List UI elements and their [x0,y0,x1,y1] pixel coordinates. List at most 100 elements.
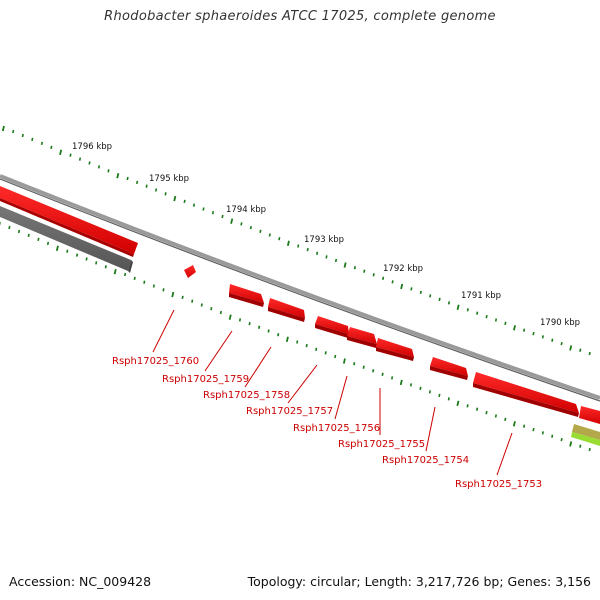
inner-tick-ring [0,222,591,452]
tick-mark [372,369,375,373]
tick-mark [410,287,413,291]
tick-mark [409,383,413,387]
gene-label-1756: Rsph17025_1756 [293,423,380,434]
tick-mark [211,211,215,215]
tick-mark [324,351,327,355]
tick-mark [27,233,30,238]
tick-mark [126,176,129,181]
gene-labels: Rsph17025_1760 Rsph17025_1759 Rsph17025_… [112,356,542,490]
tick-mark [17,229,21,234]
tick-mark [523,424,526,428]
tick-mark [466,308,469,312]
tick-mark [278,237,281,241]
tick-mark [259,229,262,233]
tick-mark [485,410,488,415]
tick-mark [532,331,535,336]
tick-mark [504,321,507,326]
tick-mark [438,393,441,398]
tick-mark [438,297,441,302]
tick-mark [219,310,222,315]
tick-mark [456,400,460,407]
tick-mark [155,188,158,192]
tick-mark [46,241,50,246]
tick-mark [560,341,563,346]
gene-arrows [184,265,600,424]
tick-mark [569,345,573,351]
tick-mark [143,280,146,284]
tick-mark [391,376,394,380]
tick-mark [579,444,582,448]
tick-label-1791: 1791 kbp [461,291,501,301]
tick-mark [447,301,451,305]
tick-mark [238,318,242,322]
tick-mark [286,240,290,247]
tick-mark [124,272,127,277]
tick-mark [200,303,203,307]
tick-label-1793: 1793 kbp [304,235,344,245]
tick-mark [513,325,516,331]
kbp-labels: 1796 kbp 1795 kbp 1794 kbp 1793 kbp 1792… [72,142,580,328]
gene-label-1759: Rsph17025_1759 [162,374,249,385]
feature-green [571,424,600,446]
tick-mark [391,280,394,284]
tick-mark [230,218,234,224]
tick-mark [249,225,252,230]
tick-mark [428,390,431,394]
gene-arrow-1758 [268,298,305,318]
tick-mark [382,276,385,280]
tick-mark [476,407,479,411]
tick-mark [183,199,186,204]
tick-mark [95,261,98,265]
tick-mark [485,314,488,319]
tick-mark [1,125,5,132]
tick-mark [104,265,107,269]
tick-mark [343,262,347,268]
tick-mark [248,321,251,326]
tick-mark [88,161,91,165]
gene-arrow-1753 [473,372,579,413]
tick-mark [297,244,300,248]
tick-mark [75,253,79,257]
tick-mark [334,354,337,359]
tick-mark [456,304,460,311]
tick-mark [66,249,69,253]
tick-mark [40,141,43,146]
tick-mark [494,414,497,418]
tick-mark [381,372,384,376]
tick-mark [560,437,563,442]
tick-mark [419,386,422,391]
tick-mark [59,149,63,156]
tick-mark [353,266,356,270]
genome-title: Rhodobacter sphaeroides ATCC 17025, comp… [104,9,496,24]
tick-mark [55,245,59,252]
tick-mark [97,165,101,169]
outer-tick-ring [1,125,591,356]
tick-mark [8,225,11,230]
gene-arrow-1760 [184,265,196,278]
tick-mark [466,404,469,408]
gene-label-1760: Rsph17025_1760 [112,356,199,367]
tick-mark [363,269,366,273]
tick-mark [494,318,498,322]
tick-label-1795: 1795 kbp [149,174,189,184]
tick-mark [78,157,82,161]
tick-mark [221,214,224,219]
tick-label-1792: 1792 kbp [383,264,423,274]
tick-mark [228,314,232,320]
tick-mark [21,133,24,138]
tick-mark [504,417,507,422]
genome-backbone [0,174,600,400]
tick-mark [277,333,280,337]
tick-mark [285,336,289,343]
tick-mark [191,299,194,303]
gene-arrow-1759 [229,284,264,303]
tick-mark [588,351,591,356]
tick-mark [588,447,591,452]
gene-label-1755: Rsph17025_1755 [338,439,425,450]
tick-mark [316,251,319,255]
tick-mark [429,294,432,298]
tick-mark [240,222,243,226]
tick-mark [181,295,184,300]
tick-mark [296,340,299,344]
